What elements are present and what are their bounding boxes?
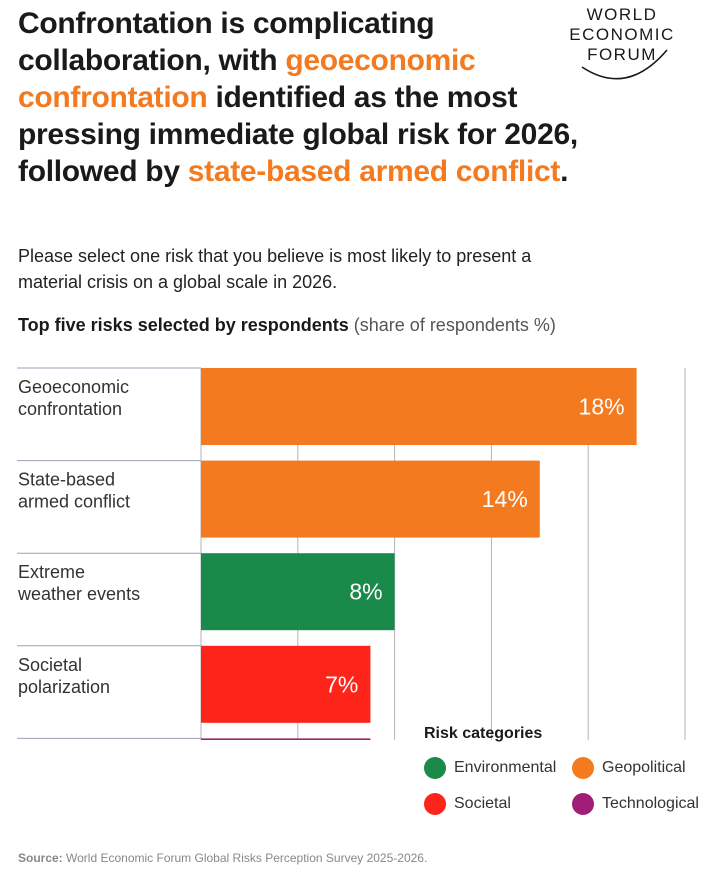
bar-value-label: 8% xyxy=(349,579,382,605)
category-label: Extreme xyxy=(18,562,85,582)
legend-item-societal: Societal xyxy=(424,793,572,815)
logo-arc-icon xyxy=(581,49,668,80)
category-label: State-based xyxy=(18,470,115,490)
legend-label-geopolitical: Geopolitical xyxy=(602,759,686,776)
category-label: confrontation xyxy=(18,399,122,419)
legend-dot-technological xyxy=(572,793,594,815)
bar-4 xyxy=(201,645,371,723)
legend-label-societal: Societal xyxy=(454,795,511,812)
source-text: World Economic Forum Global Risks Percep… xyxy=(62,851,428,865)
source-note: Source: World Economic Forum Global Risk… xyxy=(18,851,427,865)
wef-logo: WORLD ECONOMIC FORUM xyxy=(552,5,692,95)
legend-dot-societal xyxy=(424,793,446,815)
survey-question: Please select one risk that you believe … xyxy=(18,246,532,292)
legend-dot-environmental xyxy=(424,757,446,779)
bar-1 xyxy=(201,368,637,445)
bar-2 xyxy=(201,460,540,538)
category-label: polarization xyxy=(18,677,110,697)
headline-part3: . xyxy=(560,155,569,188)
bar-value-label: 7% xyxy=(325,671,358,697)
legend-item-geopolitical: Geopolitical xyxy=(572,757,686,779)
logo-line-2: ECONOMIC xyxy=(569,25,675,44)
category-label: Geoeconomic xyxy=(18,377,129,397)
headline-part1: Confrontation is complicating collaborat… xyxy=(18,7,435,77)
category-label: weather events xyxy=(17,584,140,604)
legend-title: Risk categories xyxy=(424,725,543,742)
logo-line-3: FORUM xyxy=(587,45,657,64)
chart-title-bold: Top five risks selected by respondents xyxy=(18,315,349,335)
legend-item-environmental: Environmental xyxy=(424,757,572,779)
category-label: Societal xyxy=(18,655,82,675)
headline-highlight-armed-conflict: state-based armed conflict xyxy=(187,155,561,188)
bar-value-label: 18% xyxy=(579,394,625,420)
legend-dot-geopolitical xyxy=(572,757,594,779)
chart-title: Top five risks selected by respondents (… xyxy=(18,315,556,336)
headline: Confrontation is complicating collaborat… xyxy=(18,5,588,190)
bar-5 xyxy=(201,738,371,740)
bar-value-label: 14% xyxy=(482,486,528,512)
legend: Risk categories Environmental Geopolitic… xyxy=(424,725,704,829)
logo-line-1: WORLD xyxy=(586,5,658,24)
category-label: armed conflict xyxy=(18,492,130,512)
legend-label-technological: Technological xyxy=(602,795,699,812)
bar-3 xyxy=(201,553,395,631)
legend-label-environmental: Environmental xyxy=(454,759,557,776)
source-label: Source: xyxy=(18,851,63,865)
headline-highlight-geoeconomic: geoeconomic confrontation xyxy=(18,44,476,114)
legend-item-technological: Technological xyxy=(572,793,699,815)
chart-title-subtitle: (share of respondents %) xyxy=(348,315,556,335)
headline-part2: identified as the most pressing immediat… xyxy=(18,81,578,188)
